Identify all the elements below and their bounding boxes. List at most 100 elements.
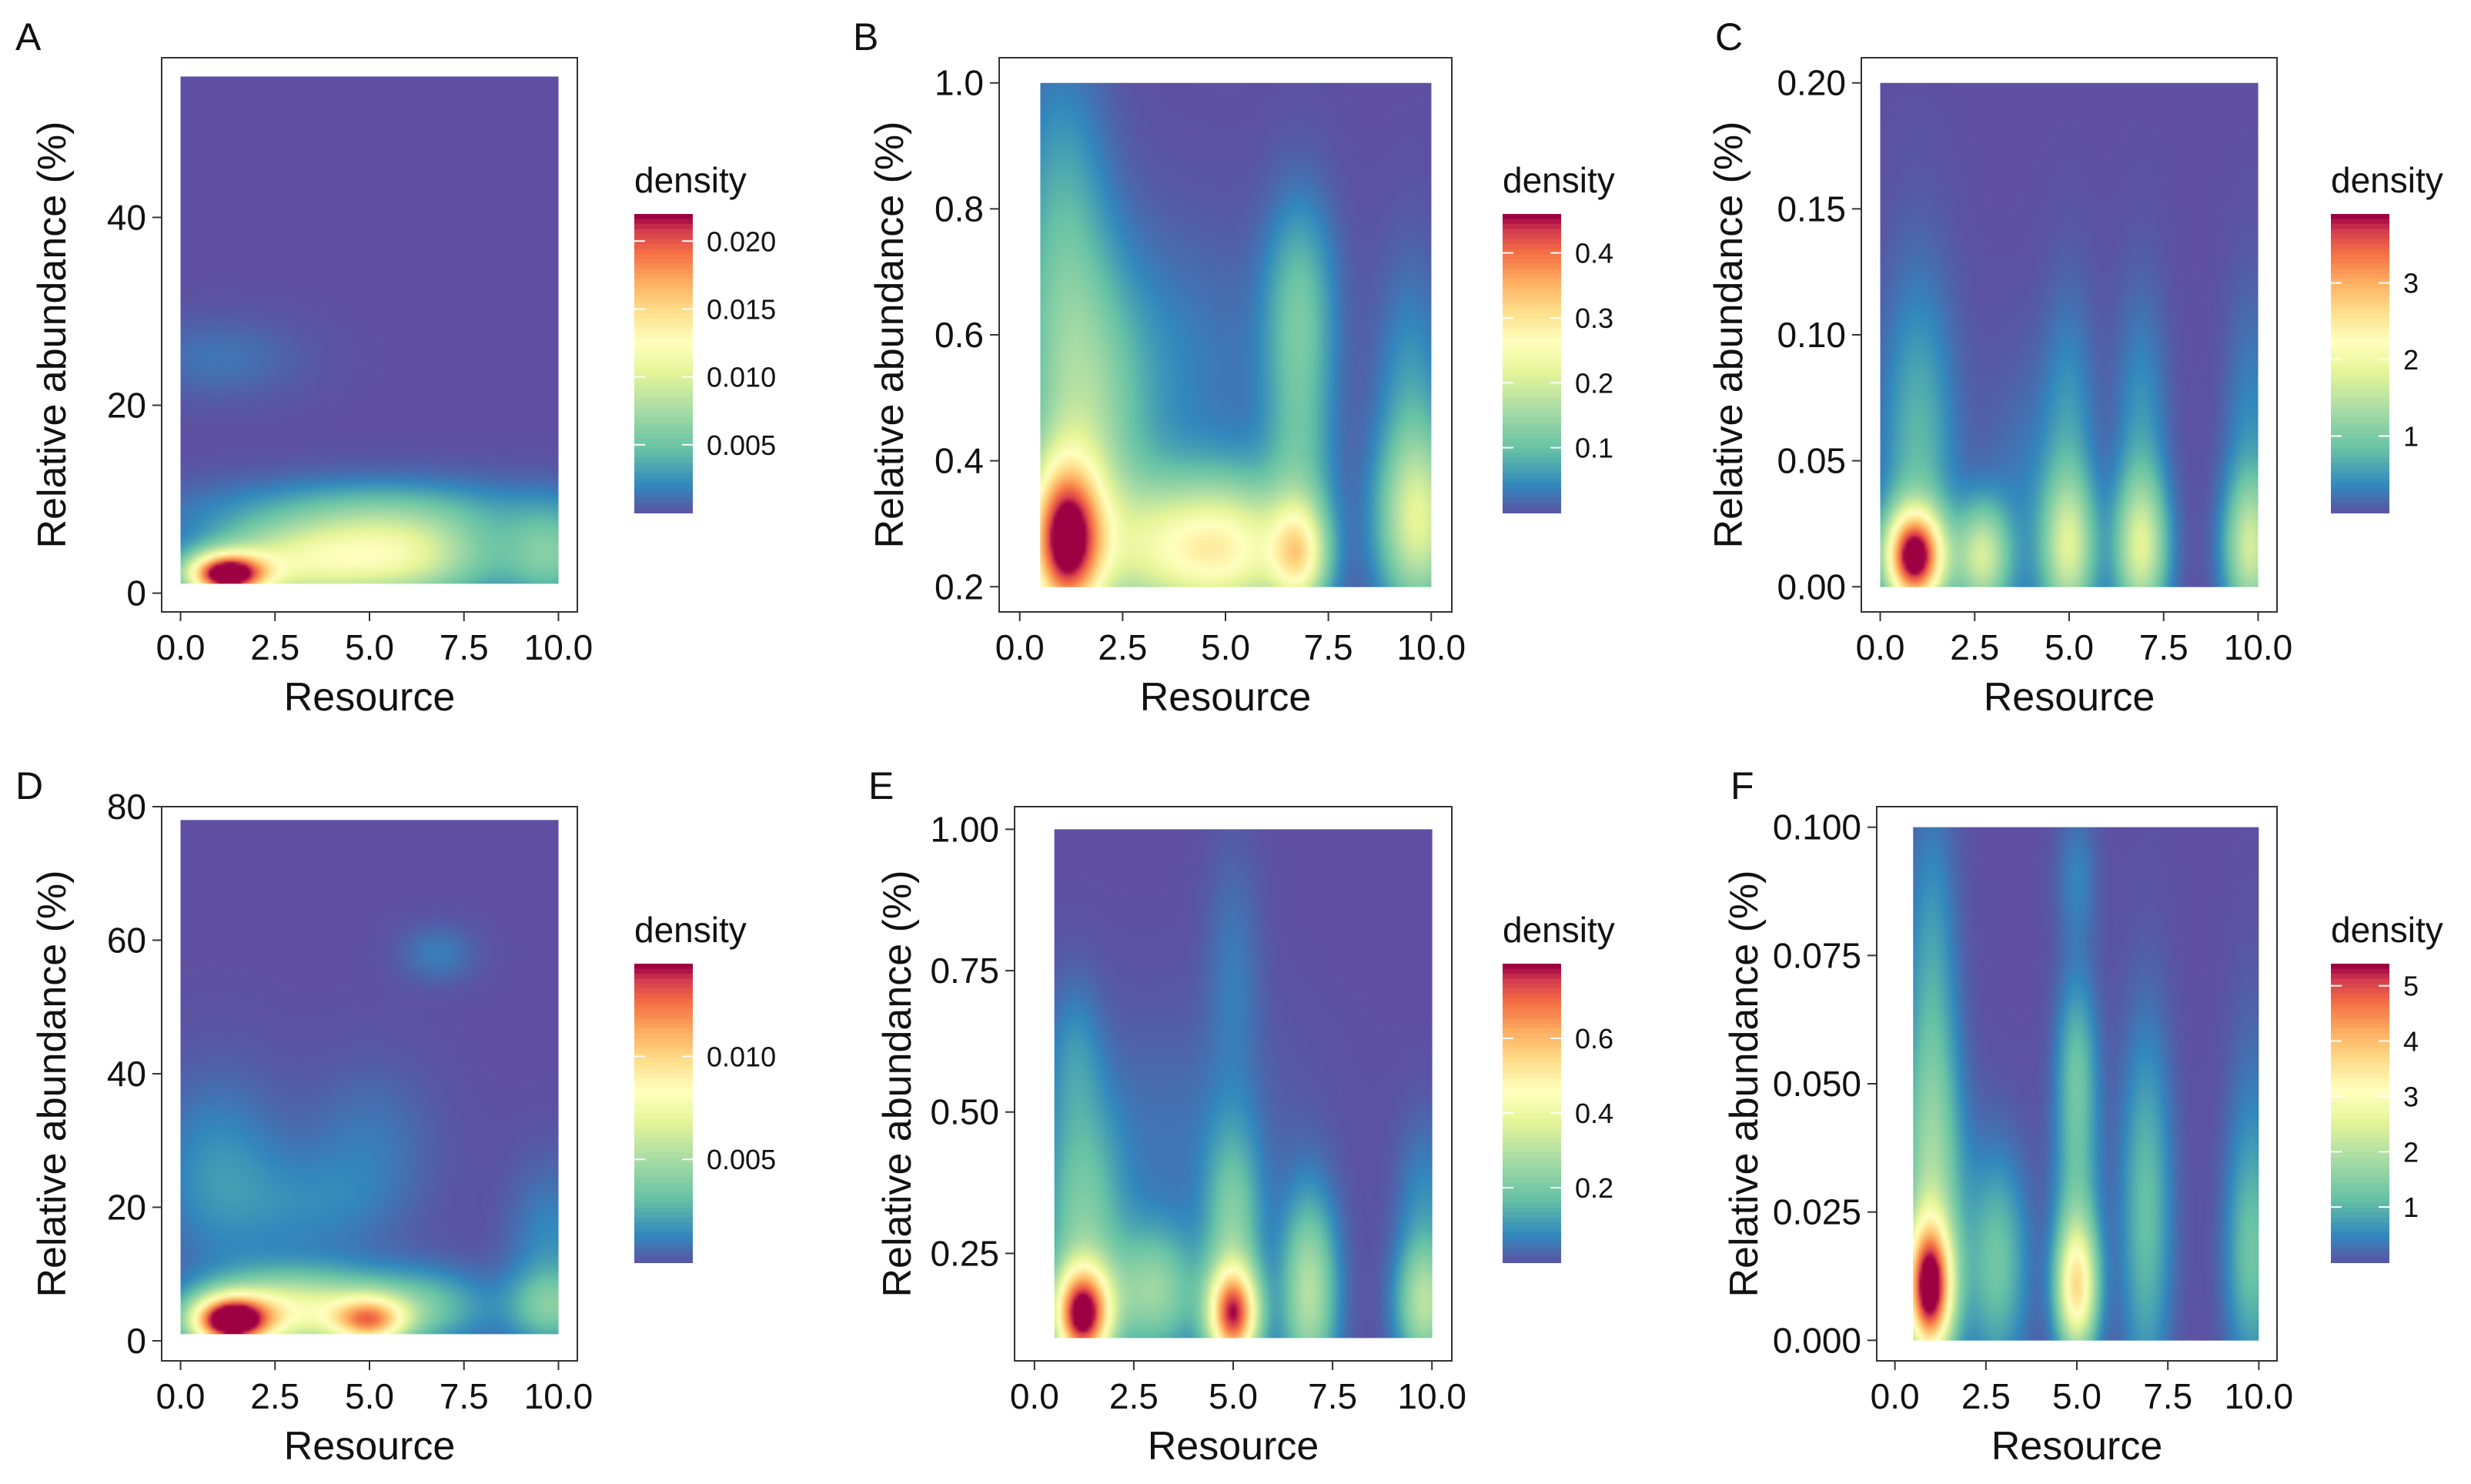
legend-swatch <box>2331 1172 2389 1179</box>
legend-swatch <box>2331 988 2389 994</box>
legend-tick-label: 0.4 <box>1575 238 1613 269</box>
legend-swatch <box>1503 1048 1561 1055</box>
legend-swatch <box>2331 393 2389 399</box>
legend-swatch <box>2331 983 2389 990</box>
y-tick-label: 80 <box>107 787 146 827</box>
legend-swatch <box>2331 1197 2389 1204</box>
legend-swatch <box>634 473 693 479</box>
legend-swatch <box>2331 378 2389 384</box>
legend-swatch <box>634 1122 693 1129</box>
x-axis-title: Resource <box>1140 675 1312 720</box>
legend-swatch <box>634 463 693 469</box>
legend-swatch <box>1503 1093 1561 1099</box>
y-tick-label: 0.05 <box>1777 441 1846 481</box>
panel-letter: A <box>15 15 42 58</box>
legend-swatch <box>634 1048 693 1055</box>
legend-swatch <box>2331 1063 2389 1069</box>
legend-swatch <box>2331 1162 2389 1169</box>
legend-swatch <box>634 273 693 280</box>
y-tick-label: 0.2 <box>935 567 984 607</box>
legend-swatch <box>634 1178 693 1184</box>
legend-swatch <box>1503 283 1561 289</box>
legend-swatch <box>1503 298 1561 305</box>
legend-swatch <box>1503 438 1561 444</box>
legend-swatch <box>2331 964 2389 970</box>
legend-swatch <box>2331 383 2389 389</box>
x-tick-label: 5.0 <box>345 1376 394 1416</box>
legend-swatch <box>1503 1188 1561 1194</box>
panel-c: C 0.0 2.5 5.0 7.5 10.0 0.00 0.05 0.10 0.15 0.20 Res… <box>1707 15 2443 720</box>
legend-swatch <box>1503 259 1561 265</box>
legend-swatch <box>634 298 693 305</box>
legend-swatch <box>634 219 693 225</box>
legend-swatch <box>2331 1113 2389 1119</box>
legend-swatch <box>1503 338 1561 345</box>
legend-swatch <box>1503 1182 1561 1188</box>
legend-swatch <box>2331 214 2389 220</box>
legend-swatch <box>2331 1033 2389 1039</box>
legend-swatch <box>634 1152 693 1159</box>
legend-swatch <box>634 1068 693 1075</box>
legend-swatch <box>1503 1252 1561 1258</box>
y-tick-label: 0.100 <box>1773 807 1861 847</box>
legend-swatch <box>634 403 693 409</box>
legend-swatch <box>634 269 693 275</box>
legend-swatch <box>2331 1013 2389 1020</box>
legend-swatch <box>1503 303 1561 309</box>
legend-swatch <box>2331 239 2389 245</box>
legend-swatch <box>634 1128 693 1134</box>
legend-swatch <box>2331 993 2389 1000</box>
y-tick-label: 40 <box>107 197 146 237</box>
legend-swatch <box>2331 363 2389 369</box>
legend-swatch <box>634 338 693 345</box>
legend-swatch <box>1503 269 1561 275</box>
legend-swatch <box>1503 493 1561 499</box>
x-tick-label: 0.0 <box>1010 1376 1059 1416</box>
legend-swatch <box>2331 253 2389 260</box>
legend-swatch <box>2331 1152 2389 1159</box>
legend-tick-label: 0.2 <box>1575 1172 1613 1204</box>
legend-swatch <box>1503 1227 1561 1234</box>
legend-tick-label: 5 <box>2403 971 2419 1002</box>
legend-swatch <box>1503 393 1561 399</box>
legend-swatch <box>2331 373 2389 379</box>
legend-swatch <box>634 1158 693 1164</box>
legend-swatch <box>634 1113 693 1119</box>
legend-swatch <box>1503 1168 1561 1174</box>
legend-swatch <box>2331 1128 2389 1134</box>
y-axis-title: Relative abundance (%) <box>30 871 75 1298</box>
x-tick-label: 0.0 <box>995 627 1045 667</box>
legend-swatch <box>1503 1088 1561 1095</box>
y-tick-label: 0.20 <box>1777 63 1846 103</box>
legend-swatch <box>1503 1098 1561 1105</box>
legend-swatch <box>1503 1138 1561 1144</box>
legend-swatch <box>1503 1033 1561 1039</box>
legend-swatch <box>634 493 693 499</box>
legend-swatch <box>634 507 693 513</box>
legend-swatch <box>634 239 693 245</box>
x-tick-label: 7.5 <box>2139 627 2188 667</box>
legend-swatch <box>2331 1008 2389 1014</box>
legend-swatch <box>1503 1023 1561 1030</box>
legend-swatch <box>2331 1098 2389 1105</box>
legend-swatch <box>2331 293 2389 299</box>
legend-swatch <box>1503 1018 1561 1024</box>
legend-swatch <box>2331 1138 2389 1144</box>
x-tick-label: 5.0 <box>1209 1376 1258 1416</box>
legend-swatch <box>2331 1217 2389 1224</box>
x-tick-label: 2.5 <box>1961 1376 2011 1416</box>
legend-swatch <box>1503 1197 1561 1204</box>
legend-swatch <box>1503 1003 1561 1010</box>
legend-swatch <box>2331 1168 2389 1174</box>
legend-swatch <box>634 243 693 250</box>
legend-swatch <box>634 348 693 355</box>
legend-swatch <box>1503 968 1561 974</box>
density-heatmap <box>1040 82 1432 587</box>
x-tick-label: 0.0 <box>156 1376 206 1416</box>
legend-swatch <box>634 1188 693 1194</box>
legend-swatch <box>1503 453 1561 459</box>
legend-swatch <box>1503 1142 1561 1149</box>
legend-swatch <box>1503 219 1561 225</box>
legend-swatch <box>2331 259 2389 265</box>
